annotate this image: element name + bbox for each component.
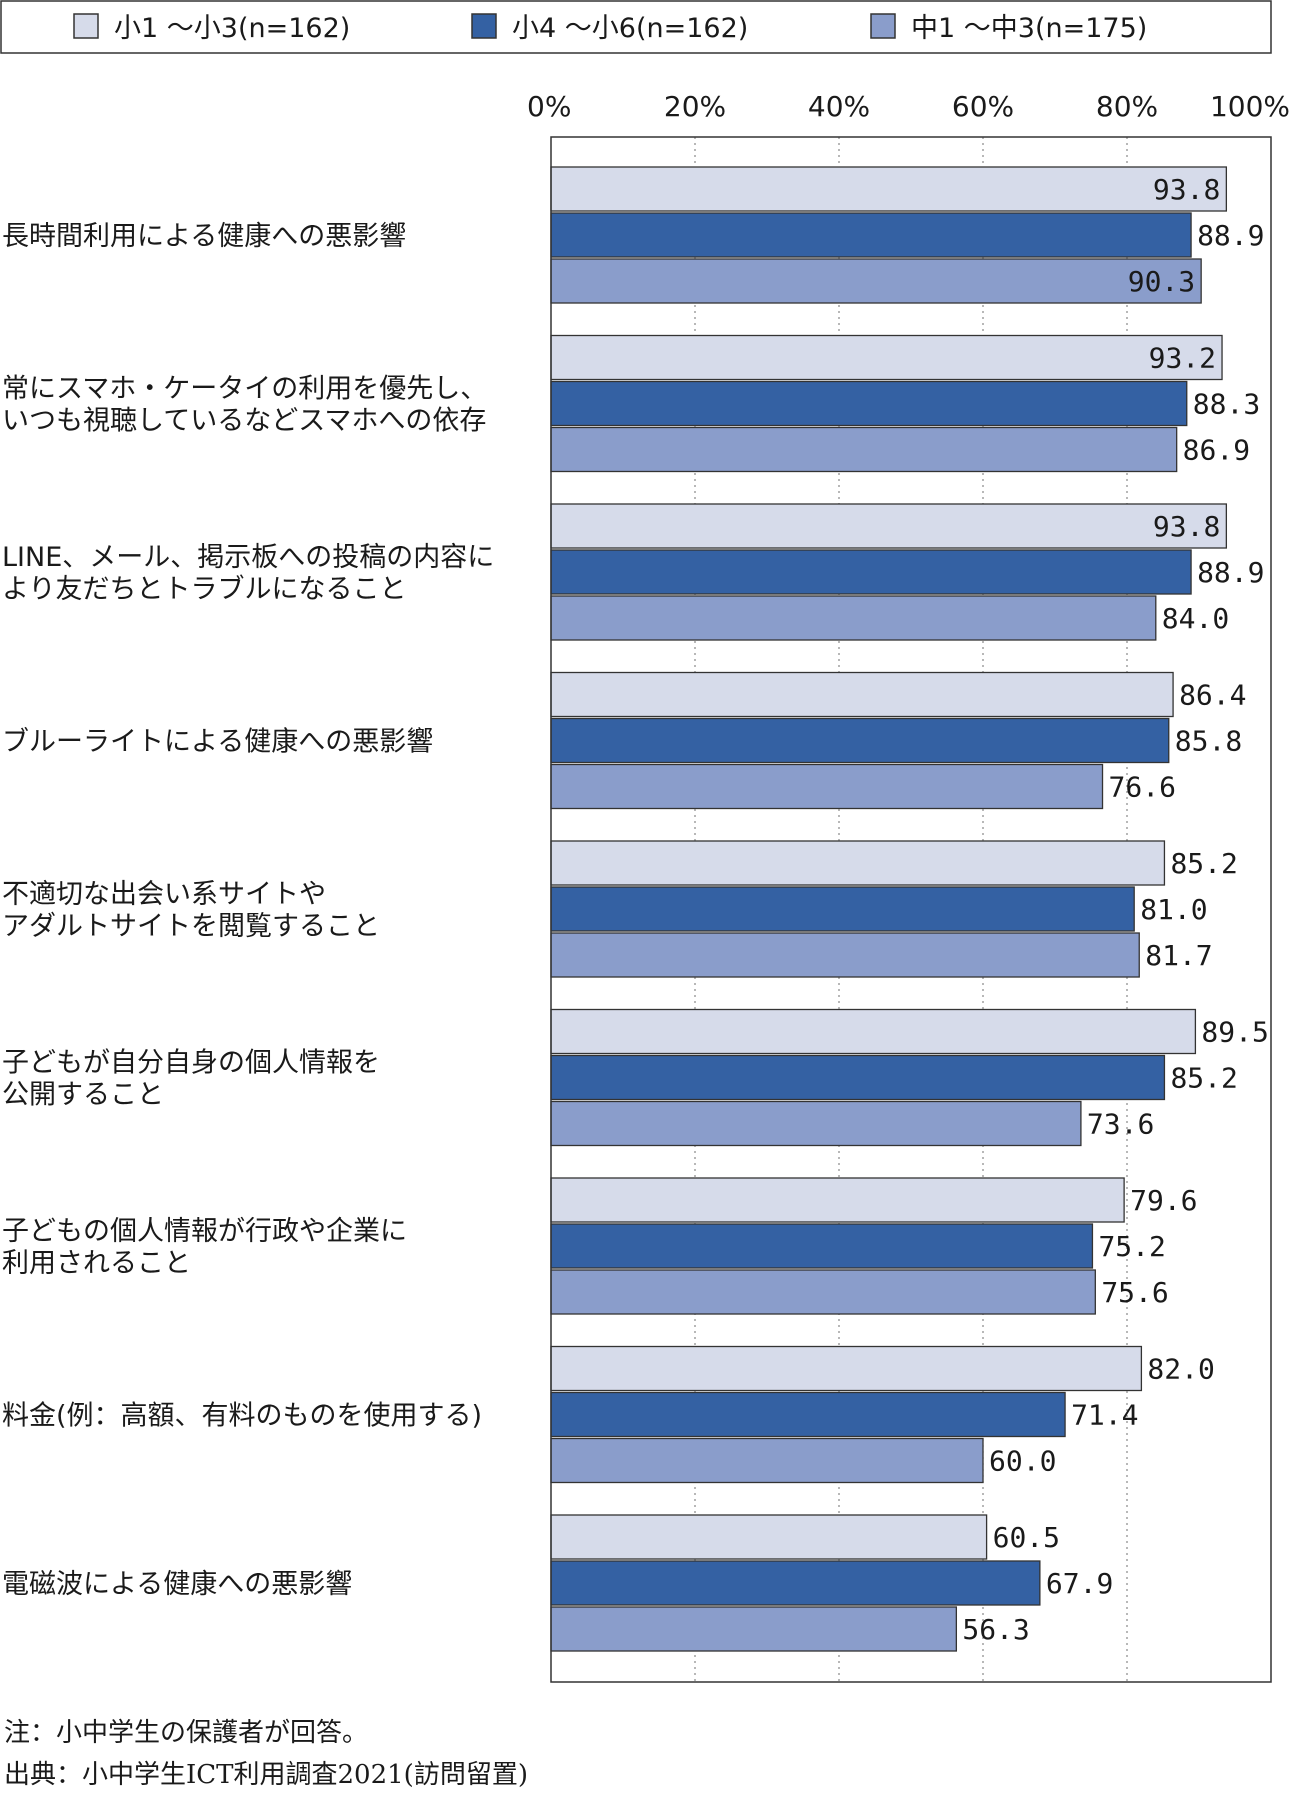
data-label: 89.5 (1201, 1016, 1268, 1049)
bar (550, 1514, 988, 1560)
category-label: いつも視聴しているなどスマホへの依存 (2, 406, 486, 437)
category-label: 子どもが自分自身の個人情報を (2, 1048, 380, 1079)
bar (550, 595, 1157, 641)
bar (550, 258, 1202, 304)
bar (550, 1054, 1166, 1101)
bar (550, 503, 1228, 549)
data-label: 60.5 (993, 1521, 1060, 1554)
bar (550, 671, 1174, 718)
bar-chart: 小1 〜小3(n=162) 小4 〜小6(n=162) 中1 〜中3(n=175) … (0, 0, 1290, 1683)
category-label: 利用されること (2, 1248, 191, 1279)
data-label: 88.9 (1197, 219, 1264, 252)
x-tick-label: 0% (527, 90, 571, 123)
bar (550, 932, 1140, 978)
data-label: 73.6 (1087, 1108, 1154, 1141)
category-label: 長時間利用による健康への悪影響 (2, 221, 406, 252)
category-label: 子どもの個人情報が行政や企業に (2, 1216, 407, 1247)
source-note: 出典：小中学生ICT利用調査2021(訪問留置) (4, 1760, 528, 1790)
data-label: 81.7 (1145, 939, 1212, 972)
legend-box (0, 0, 1272, 54)
bar (550, 1560, 1041, 1606)
bar (550, 1345, 1143, 1392)
data-label: 93.2 (1149, 342, 1216, 375)
data-label: 93.8 (1153, 510, 1220, 543)
category-label: 電磁波による健康への悪影響 (2, 1569, 352, 1600)
data-label: 90.3 (1128, 265, 1195, 298)
data-label: 75.6 (1101, 1276, 1168, 1309)
bar (550, 1269, 1096, 1315)
legend-swatch (73, 13, 99, 39)
category-labels: 長時間利用による健康への悪影響常にスマホ・ケータイの利用を優先し、いつも視聴して… (2, 221, 494, 1600)
bar (550, 1606, 958, 1652)
bar (550, 1391, 1066, 1438)
data-label: 56.3 (962, 1613, 1029, 1646)
x-tick-label: 100% (1210, 90, 1290, 123)
data-label: 60.0 (989, 1445, 1056, 1478)
category-label: 公開すること (2, 1080, 164, 1111)
data-label: 79.6 (1130, 1184, 1197, 1217)
bars: 93.888.990.393.288.386.993.888.984.086.4… (550, 166, 1269, 1652)
bar (550, 886, 1135, 932)
category-label: より友だちとトラブルになること (2, 574, 406, 605)
bar (550, 1008, 1197, 1055)
bar (550, 1177, 1125, 1223)
legend-swatch (870, 13, 896, 39)
data-label: 81.0 (1140, 893, 1207, 926)
category-label: LINE、メール、掲示板への投稿の内容に (2, 542, 494, 573)
bar (550, 380, 1188, 427)
legend: 小1 〜小3(n=162) 小4 〜小6(n=162) 中1 〜中3(n=175) (0, 0, 1272, 54)
bar (550, 426, 1178, 473)
x-tick-label: 40% (808, 90, 870, 123)
bar (550, 717, 1170, 764)
data-label: 86.4 (1179, 679, 1246, 712)
data-label: 67.9 (1046, 1567, 1113, 1600)
data-label: 84.0 (1162, 602, 1229, 635)
data-label: 86.9 (1183, 434, 1250, 467)
category-label: 料金(例：高額、有料のものを使用する) (2, 1401, 482, 1432)
legend-label: 小4 〜小6(n=162) (512, 13, 748, 44)
x-tick-label: 80% (1096, 90, 1158, 123)
bar (550, 166, 1228, 212)
bar (550, 1437, 984, 1484)
data-label: 93.8 (1153, 173, 1220, 206)
legend-label: 小1 〜小3(n=162) (114, 13, 350, 44)
category-label: ブルーライトによる健康への悪影響 (2, 727, 433, 758)
data-label: 75.2 (1098, 1230, 1165, 1263)
x-tick-label: 20% (664, 90, 726, 123)
footnote: 注：小中学生の保護者が回答。 (4, 1718, 369, 1748)
data-label: 82.0 (1147, 1353, 1214, 1386)
data-label: 88.3 (1193, 388, 1260, 421)
bar (550, 549, 1192, 595)
category-label: 常にスマホ・ケータイの利用を優先し、 (2, 374, 487, 405)
category-label: 不適切な出会い系サイトや (2, 879, 326, 910)
data-label: 71.4 (1071, 1399, 1138, 1432)
bar (550, 763, 1104, 810)
x-axis-ticks: 0% 20% 40% 60% 80% 100% (527, 90, 1290, 123)
data-label: 76.6 (1109, 771, 1176, 804)
data-label: 85.2 (1170, 847, 1237, 880)
category-label: アダルトサイトを閲覧すること (2, 911, 380, 942)
bar (550, 212, 1192, 258)
legend-swatch (471, 13, 497, 39)
bar (550, 1223, 1094, 1269)
plot-area (550, 136, 1272, 1683)
data-label: 85.8 (1175, 725, 1242, 758)
legend-label: 中1 〜中3(n=175) (911, 13, 1147, 44)
data-label: 85.2 (1170, 1062, 1237, 1095)
bar (550, 334, 1223, 381)
data-label: 88.9 (1197, 556, 1264, 589)
bar (550, 840, 1166, 886)
x-tick-label: 60% (952, 90, 1014, 123)
bar (550, 1100, 1082, 1147)
